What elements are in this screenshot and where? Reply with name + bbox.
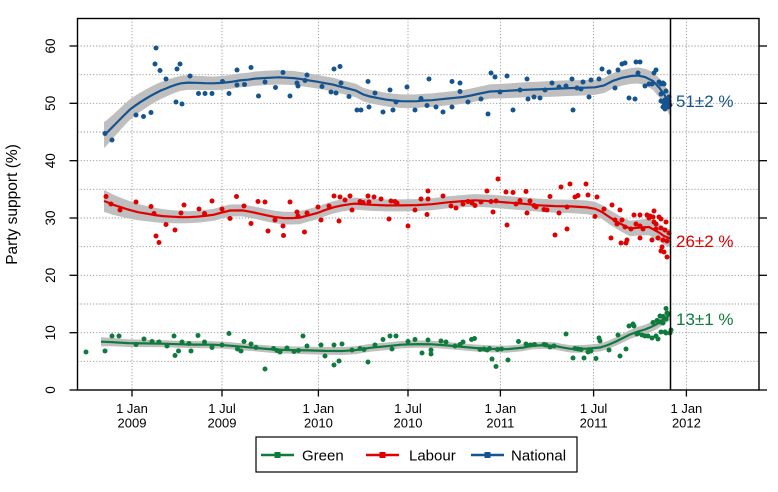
svg-text:1 Jul: 1 Jul: [394, 401, 422, 416]
svg-text:1 Jan: 1 Jan: [116, 401, 148, 416]
svg-text:60: 60: [43, 38, 58, 53]
svg-text:2011: 2011: [580, 416, 608, 431]
svg-text:30: 30: [43, 210, 58, 225]
svg-text:1 Jul: 1 Jul: [580, 401, 608, 416]
svg-text:2010: 2010: [394, 416, 423, 431]
svg-text:51±2 %: 51±2 %: [676, 92, 734, 111]
svg-text:Green: Green: [302, 448, 344, 465]
svg-text:1 Jul: 1 Jul: [208, 401, 236, 416]
svg-text:2010: 2010: [304, 416, 333, 431]
svg-text:26±2 %: 26±2 %: [676, 232, 734, 251]
svg-text:2009: 2009: [118, 416, 147, 431]
svg-text:Labour: Labour: [409, 448, 456, 465]
svg-text:2009: 2009: [208, 416, 237, 431]
svg-text:13±1 %: 13±1 %: [676, 310, 734, 329]
svg-text:40: 40: [43, 153, 58, 168]
svg-text:0: 0: [43, 386, 58, 394]
svg-text:Party support (%): Party support (%): [4, 144, 21, 265]
svg-text:20: 20: [43, 268, 58, 283]
svg-text:1 Jan: 1 Jan: [670, 401, 702, 416]
svg-text:National: National: [511, 448, 566, 465]
svg-text:1 Jan: 1 Jan: [484, 401, 516, 416]
svg-text:10: 10: [43, 325, 58, 340]
svg-text:1 Jan: 1 Jan: [302, 401, 334, 416]
svg-text:2011: 2011: [486, 416, 514, 431]
svg-text:2012: 2012: [672, 416, 701, 431]
svg-text:50: 50: [43, 96, 58, 111]
